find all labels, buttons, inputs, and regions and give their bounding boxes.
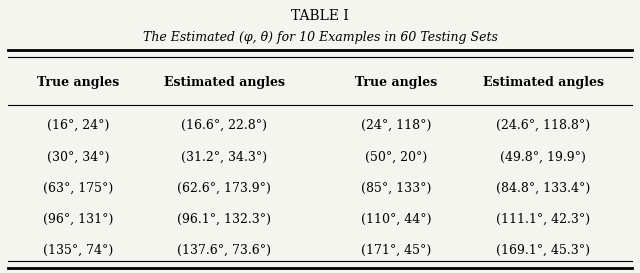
Text: Estimated angles: Estimated angles <box>164 76 285 89</box>
Text: True angles: True angles <box>36 76 119 89</box>
Text: (111.1°, 42.3°): (111.1°, 42.3°) <box>496 212 590 225</box>
Text: (137.6°, 73.6°): (137.6°, 73.6°) <box>177 244 271 257</box>
Text: (62.6°, 173.9°): (62.6°, 173.9°) <box>177 181 271 194</box>
Text: (31.2°, 34.3°): (31.2°, 34.3°) <box>181 150 268 163</box>
Text: (85°, 133°): (85°, 133°) <box>361 181 431 194</box>
Text: (96°, 131°): (96°, 131°) <box>43 212 113 225</box>
Text: (30°, 34°): (30°, 34°) <box>47 150 109 163</box>
Text: (16.6°, 22.8°): (16.6°, 22.8°) <box>181 119 268 132</box>
Text: (63°, 175°): (63°, 175°) <box>43 181 113 194</box>
Text: (24°, 118°): (24°, 118°) <box>361 119 431 132</box>
Text: (135°, 74°): (135°, 74°) <box>43 244 113 257</box>
Text: (169.1°, 45.3°): (169.1°, 45.3°) <box>496 244 590 257</box>
Text: (171°, 45°): (171°, 45°) <box>362 244 431 257</box>
Text: (110°, 44°): (110°, 44°) <box>361 212 432 225</box>
Text: (84.8°, 133.4°): (84.8°, 133.4°) <box>496 181 590 194</box>
Text: (24.6°, 118.8°): (24.6°, 118.8°) <box>496 119 590 132</box>
Text: (49.8°, 19.9°): (49.8°, 19.9°) <box>500 150 586 163</box>
Text: The Estimated (φ, θ) for 10 Examples in 60 Testing Sets: The Estimated (φ, θ) for 10 Examples in … <box>143 31 497 44</box>
Text: (16°, 24°): (16°, 24°) <box>47 119 109 132</box>
Text: True angles: True angles <box>355 76 438 89</box>
Text: (96.1°, 132.3°): (96.1°, 132.3°) <box>177 212 271 225</box>
Text: (50°, 20°): (50°, 20°) <box>365 150 428 163</box>
Text: TABLE I: TABLE I <box>291 10 349 23</box>
Text: Estimated angles: Estimated angles <box>483 76 604 89</box>
